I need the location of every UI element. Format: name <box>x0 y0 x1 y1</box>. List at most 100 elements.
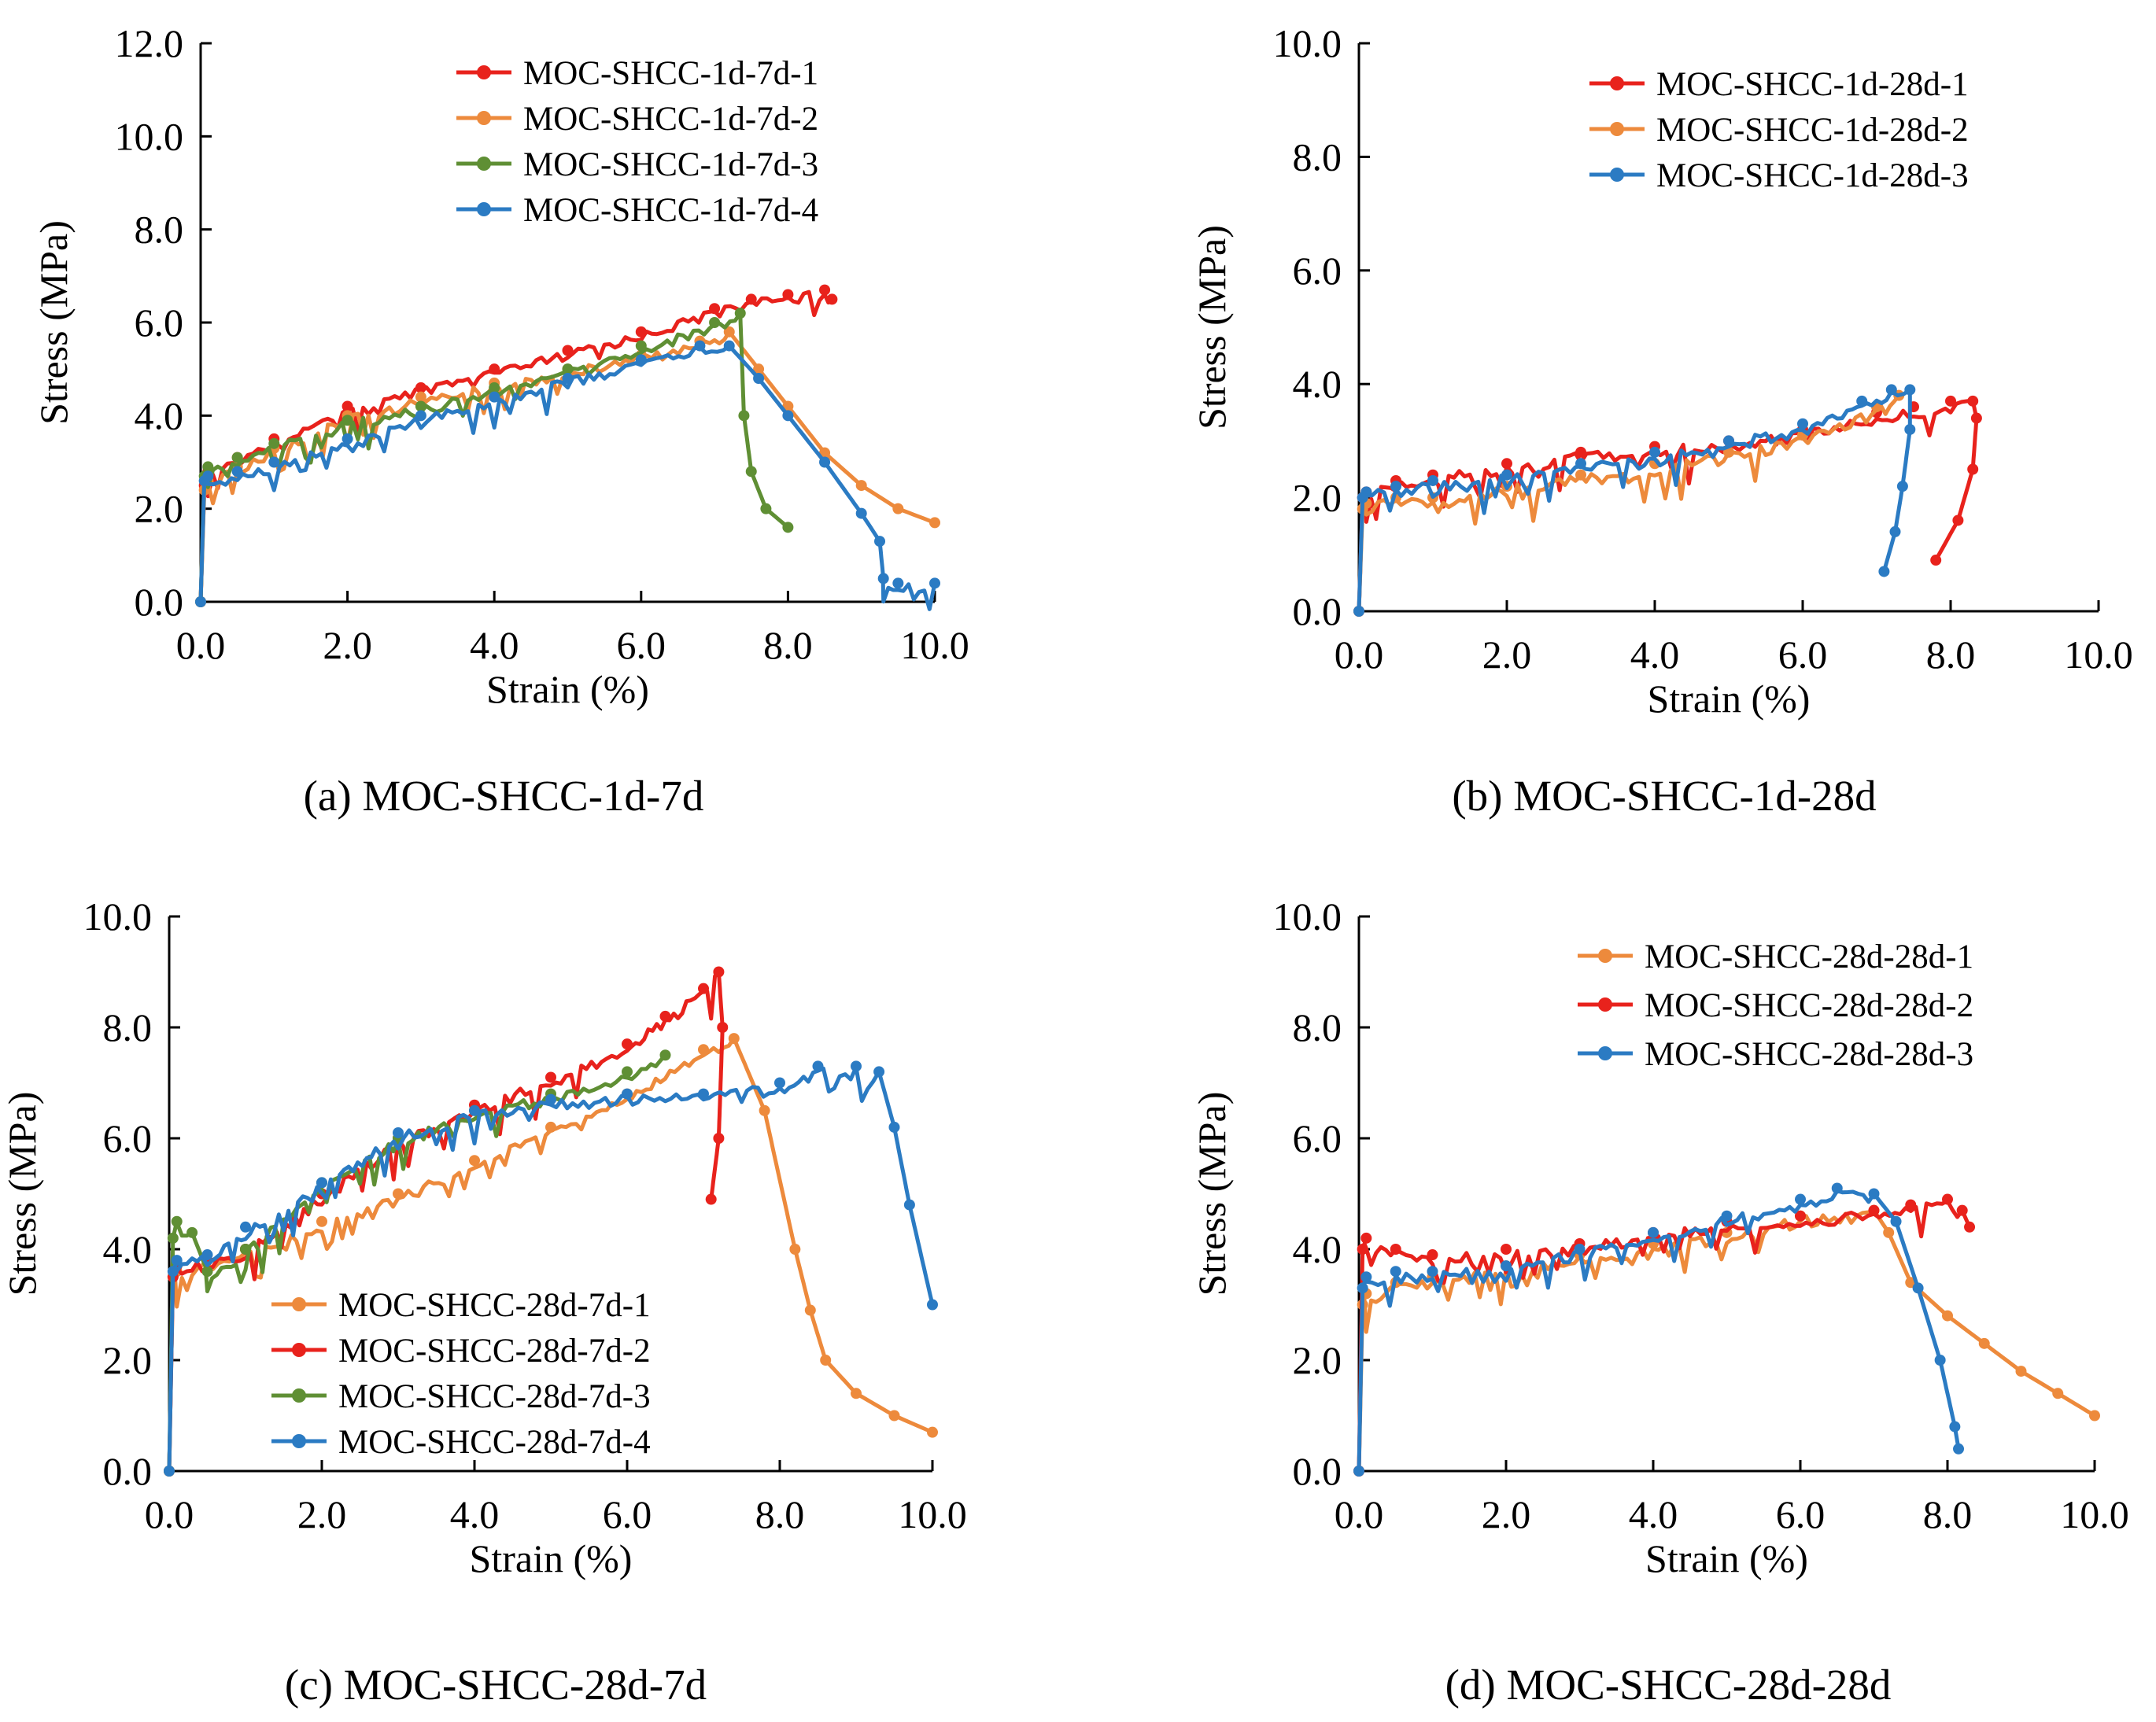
series-line <box>167 1036 934 1472</box>
data-point <box>2015 1366 2027 1377</box>
legend-swatch-marker <box>1610 76 1624 90</box>
data-point <box>1905 1199 1917 1211</box>
data-point <box>782 410 794 422</box>
data-point <box>1889 525 1901 537</box>
y-tick-label: 8.0 <box>135 208 184 252</box>
data-point <box>1575 458 1586 470</box>
data-series <box>1353 1182 1965 1477</box>
data-point <box>1904 384 1916 396</box>
data-point <box>903 1199 915 1211</box>
x-tick-label: 6.0 <box>603 1492 652 1536</box>
data-point <box>659 1010 671 1022</box>
data-point <box>1890 1215 1902 1227</box>
y-tick-label: 0.0 <box>1293 1449 1342 1493</box>
data-point <box>753 373 765 384</box>
data-series <box>164 1060 938 1477</box>
data-point <box>659 1049 671 1061</box>
data-point <box>929 577 940 589</box>
y-tick-label: 8.0 <box>103 1005 153 1049</box>
data-point <box>1357 1282 1368 1294</box>
data-point <box>709 303 721 315</box>
data-point <box>171 1215 183 1227</box>
x-axis-title: Strain (%) <box>486 667 649 711</box>
data-point <box>877 573 889 584</box>
y-axis-title: Stress (MPa) <box>0 1092 44 1296</box>
panel-caption: (b) MOC-SHCC-1d-28d <box>1452 772 1876 820</box>
y-tick-label: 6.0 <box>103 1116 153 1160</box>
data-point <box>186 1226 198 1238</box>
legend-swatch-marker <box>292 1434 306 1448</box>
data-point <box>562 373 574 384</box>
legend-swatch-marker <box>1598 1046 1612 1060</box>
data-point <box>202 461 214 473</box>
data-point <box>734 308 746 319</box>
data-point <box>698 983 709 994</box>
data-point <box>759 1104 770 1116</box>
data-point <box>1721 1210 1733 1222</box>
x-tick-label: 10.0 <box>2060 1492 2129 1536</box>
data-point <box>1390 481 1401 492</box>
data-point <box>1942 1310 1953 1322</box>
panel-caption: (a) MOC-SHCC-1d-7d <box>304 772 704 820</box>
chart-panel-c: 0.0 2.0 4.0 6.0 8.0 10.0 0.0 2.0 4.0 6.0 8.0 10.0 St… <box>0 894 967 1709</box>
y-tick-label: 6.0 <box>135 301 184 345</box>
x-tick-label: 4.0 <box>1629 1492 1678 1536</box>
legend-swatch-marker <box>1598 997 1612 1012</box>
data-point <box>1357 1244 1368 1255</box>
data-point <box>202 470 214 482</box>
data-point <box>1885 384 1897 396</box>
data-point <box>316 1177 327 1189</box>
y-axis-title: Stress (MPa) <box>1190 225 1234 430</box>
y-tick-label: 10.0 <box>1273 21 1342 65</box>
series-line <box>198 330 936 603</box>
data-point <box>745 293 757 305</box>
data-point <box>1797 418 1808 430</box>
y-tick-label: 0.0 <box>1293 589 1342 633</box>
data-point <box>929 517 940 529</box>
y-axis-title: Stress (MPa) <box>1190 1092 1234 1296</box>
data-point <box>171 1255 183 1267</box>
panel-caption: (d) MOC-SHCC-28d-28d <box>1445 1661 1892 1709</box>
data-point <box>1868 1204 1880 1216</box>
data-point <box>723 340 735 352</box>
chart-panel-a: 0.0 2.0 4.0 6.0 8.0 10.0 12.0 0.0 2.0 4.0 6.0 8.0 10… <box>31 21 969 820</box>
data-point <box>819 284 831 296</box>
data-point <box>622 1066 633 1078</box>
data-point <box>1353 606 1364 617</box>
data-point <box>268 456 280 468</box>
x-axis-title: Strain (%) <box>470 1536 633 1580</box>
data-point <box>927 1299 938 1311</box>
data-point <box>489 382 500 393</box>
data-point <box>415 391 426 403</box>
x-tick-label: 10.0 <box>2064 632 2133 677</box>
data-point <box>1942 1193 1953 1205</box>
legend-label: MOC-SHCC-28d-28d-1 <box>1645 938 1973 975</box>
x-tick-label: 8.0 <box>1926 632 1976 677</box>
y-tick-label: 4.0 <box>135 393 184 437</box>
data-point <box>819 456 831 468</box>
y-tick-label: 2.0 <box>1293 1338 1342 1382</box>
x-tick-label: 4.0 <box>450 1492 500 1536</box>
legend-swatch-marker <box>1610 168 1624 182</box>
series-line <box>1357 1198 1972 1472</box>
data-point <box>635 340 647 352</box>
data-point <box>1648 1226 1659 1238</box>
data-point <box>341 400 353 412</box>
data-point <box>782 522 794 533</box>
data-point <box>728 1033 740 1045</box>
x-tick-label: 0.0 <box>1335 632 1384 677</box>
y-tick-label: 2.0 <box>135 487 184 531</box>
data-point <box>1831 1182 1843 1194</box>
data-point <box>1501 469 1512 481</box>
x-axis-title: Strain (%) <box>1648 677 1811 721</box>
data-point <box>892 577 904 589</box>
series-line <box>1357 1189 1961 1472</box>
data-point <box>2052 1388 2064 1399</box>
legend-label: MOC-SHCC-1d-28d-2 <box>1656 112 1969 149</box>
x-tick-label: 10.0 <box>898 1492 967 1536</box>
x-tick-label: 2.0 <box>1482 632 1532 677</box>
data-point <box>415 382 426 393</box>
data-point <box>622 1038 633 1050</box>
data-point <box>240 1221 251 1233</box>
data-point <box>240 1244 251 1255</box>
